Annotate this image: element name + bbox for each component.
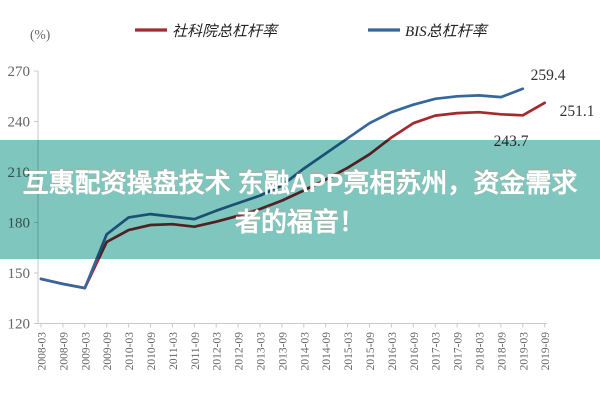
x-tick-label: 2014-09 xyxy=(321,332,333,371)
legend-label: BIS总杠杆率 xyxy=(405,23,489,40)
data-label: 251.1 xyxy=(560,103,595,120)
x-tick-label: 2017-03 xyxy=(431,332,443,371)
y-tick-label: 120 xyxy=(8,317,31,333)
x-tick-label: 2019-09 xyxy=(540,332,552,371)
x-tick-label: 2008-03 xyxy=(37,332,49,371)
x-tick-label: 2010-09 xyxy=(146,332,158,371)
x-tick-label: 2009-09 xyxy=(102,332,114,371)
promo-banner-line2: 者的福音！ xyxy=(234,206,365,237)
x-tick-label: 2011-03 xyxy=(168,332,180,370)
promo-banner-line1: 互惠配资操盘技术 东融APP亮相苏州，资金需求 xyxy=(22,167,578,198)
promo-banner-text: 互惠配资操盘技术 东融APP亮相苏州，资金需求 者的福音！ xyxy=(0,140,600,259)
x-tick-label: 2016-03 xyxy=(387,332,399,371)
legend-label: 社科院总杠杆率 xyxy=(172,23,279,40)
x-tick-label: 2014-03 xyxy=(299,332,311,371)
x-tick-label: 2013-03 xyxy=(256,332,268,371)
x-tick-label: 2017-09 xyxy=(453,332,465,371)
x-tick-label: 2011-09 xyxy=(190,332,202,370)
y-tick-label: 270 xyxy=(8,64,31,80)
x-tick-label: 2009-03 xyxy=(80,332,92,371)
x-tick-label: 2012-09 xyxy=(234,332,246,371)
x-tick-label: 2019-03 xyxy=(518,332,530,371)
promo-banner-overlay xyxy=(0,140,600,259)
data-label: 259.4 xyxy=(531,67,566,84)
x-tick-label: 2018-09 xyxy=(496,332,508,371)
y-tick-label: 150 xyxy=(8,266,31,282)
x-tick-label: 2015-09 xyxy=(365,332,377,371)
x-tick-label: 2018-03 xyxy=(475,332,487,371)
x-tick-label: 2016-09 xyxy=(409,332,421,371)
x-tick-label: 2008-09 xyxy=(58,332,70,371)
y-axis-unit-label: (%) xyxy=(30,27,50,42)
y-tick-label: 240 xyxy=(8,115,31,131)
x-tick-label: 2010-03 xyxy=(124,332,136,371)
x-tick-label: 2015-03 xyxy=(343,332,355,371)
x-tick-label: 2013-09 xyxy=(277,332,289,371)
x-tick-label: 2012-03 xyxy=(212,332,224,371)
